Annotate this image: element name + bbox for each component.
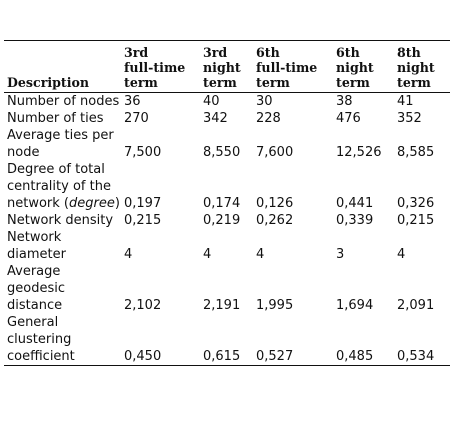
table-cell-value: 342 (203, 111, 228, 126)
table-cell-value: 41 (397, 94, 414, 109)
table-cell-value: 352 (397, 111, 422, 126)
row-label: Number of nodes (4, 93, 121, 111)
table-cell-value: 0,262 (256, 213, 294, 228)
column-header-term-2: 3rd night term (200, 40, 253, 93)
network-metrics-table: Description 3rd full-time term 3rd night term 6… (4, 40, 450, 366)
column-header-term-5: 8th night term (394, 40, 450, 93)
row-label-text: Average ties per node (7, 128, 114, 160)
table-cell-value: 3 (336, 247, 345, 262)
row-label: Degree of total centrality of the networ… (4, 161, 121, 212)
column-header-term-4: 6th night term (333, 40, 394, 93)
table-row: Average ties per node 7,500 8,550 7,600 12,5… (4, 127, 450, 161)
table-cell-value: 0,441 (336, 196, 374, 211)
table-cell-value: 0,527 (253, 314, 333, 366)
table-row: Average geodesic distance 2,102 2,191 1,995… (4, 263, 450, 314)
table-cell-value: 0,615 (200, 314, 253, 366)
row-label: Network diameter (4, 229, 121, 263)
table-cell-value: 0,215 (397, 213, 435, 228)
row-label: Average ties per node (4, 127, 121, 161)
row-label-text: Average geodesic distance (7, 264, 65, 313)
row-label-text: General clustering coefficient (7, 315, 75, 364)
table-cell-value: 2,102 (124, 298, 162, 313)
table-cell-value: 36 (124, 94, 141, 109)
table-row: General clustering coefficient 0,450 0,615… (4, 314, 450, 366)
table-cell-value: 4 (203, 247, 212, 262)
row-label: Network density (4, 212, 121, 229)
row-label: Number of ties (4, 110, 121, 127)
table-cell-value: 2,191 (203, 298, 241, 313)
table-cell-value: 0,126 (256, 196, 294, 211)
table-cell-value: 38 (336, 94, 353, 109)
table-cell-value: 1,694 (336, 298, 374, 313)
table-body: Number of nodes 36 40 30 38 41 Number of ties 2… (4, 93, 450, 366)
row-label-text: ) (114, 196, 120, 211)
table-cell-value: 4 (397, 247, 406, 262)
header-row: Description 3rd full-time term 3rd night term 6… (4, 40, 450, 93)
table-row: Number of nodes 36 40 30 38 41 (4, 93, 450, 111)
column-header-description: Description (4, 40, 121, 93)
table-cell-value: 0,174 (203, 196, 241, 211)
table-cell-value: 7,600 (256, 145, 294, 160)
network-metrics-table-container: Description 3rd full-time term 3rd night term 6… (4, 40, 450, 366)
table-cell-value: 7,500 (124, 145, 162, 160)
row-label: Average geodesic distance (4, 263, 121, 314)
table-cell-value: 40 (203, 94, 220, 109)
table-cell-value: 0,339 (336, 213, 374, 228)
row-label-text: Number of nodes (7, 94, 120, 109)
table-cell-value: 0,215 (124, 213, 162, 228)
column-header-term-1: 3rd full-time term (121, 40, 200, 93)
table-cell-value: 8,550 (203, 145, 241, 160)
row-label-text: Network diameter (7, 230, 66, 262)
table-cell-value: 8,585 (397, 145, 435, 160)
table-row: Degree of total centrality of the networ… (4, 161, 450, 212)
table-row: Network diameter 4 4 4 3 4 (4, 229, 450, 263)
row-label-text: Number of ties (7, 111, 104, 126)
table-cell-value: 1,995 (256, 298, 294, 313)
table-row: Number of ties 270 342 228 476 352 (4, 110, 450, 127)
table-cell-value: 2,091 (397, 298, 435, 313)
table-cell-value: 0,450 (121, 314, 200, 366)
column-header-term-3: 6th full-time term (253, 40, 333, 93)
table-cell-value: 12,526 (336, 145, 382, 160)
table-cell-value: 30 (256, 94, 273, 109)
table-cell-value: 228 (256, 111, 281, 126)
table-cell-value: 270 (124, 111, 149, 126)
row-label-text: degree (69, 196, 115, 211)
row-label: General clustering coefficient (4, 314, 121, 366)
table-cell-value: 0,219 (203, 213, 241, 228)
row-label-text: Network density (7, 213, 114, 228)
table-cell-value: 0,485 (333, 314, 394, 366)
table-cell-value: 0,197 (124, 196, 162, 211)
table-row: Network density 0,215 0,219 0,262 0,339 0,215 (4, 212, 450, 229)
table-cell-value: 476 (336, 111, 361, 126)
table-header: Description 3rd full-time term 3rd night term 6… (4, 40, 450, 93)
table-cell-value: 4 (124, 247, 133, 262)
table-cell-value: 4 (256, 247, 265, 262)
table-cell-value: 0,534 (394, 314, 450, 366)
row-label-text: Degree of total centrality of the networ… (7, 162, 111, 211)
table-cell-value: 0,326 (397, 196, 435, 211)
